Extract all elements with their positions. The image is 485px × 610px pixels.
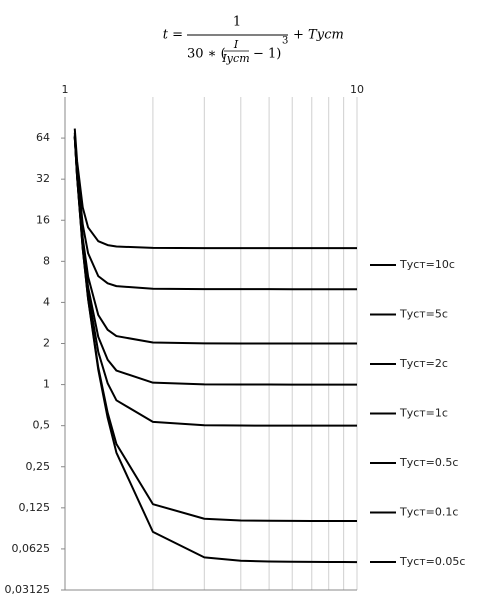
legend-label: Tуст=0.05с (399, 555, 465, 568)
formula-inner-numerator: I (233, 38, 239, 51)
y-tick-label: 1 (43, 378, 50, 391)
series-line (73, 132, 357, 291)
series-line (73, 135, 357, 345)
series-line (73, 136, 358, 427)
legend-label: Tуст=1с (399, 407, 448, 420)
legend-label: Tуст=0.1с (399, 506, 458, 519)
legend-label: Tуст=2с (399, 357, 448, 370)
y-tick-label: 2 (43, 337, 50, 350)
y-tick-label: 32 (36, 172, 50, 185)
y-tick-label: 0,0625 (12, 542, 51, 555)
y-tick-label: 0,03125 (5, 583, 51, 596)
series-line (73, 136, 358, 523)
legend-label: Tуст=0.5с (399, 456, 458, 469)
x-tick-label: 10 (350, 83, 364, 96)
y-tick-label: 64 (36, 131, 50, 144)
y-tick-label: 16 (36, 213, 50, 226)
y-tick-label: 0,125 (19, 501, 51, 514)
series-line (73, 136, 358, 564)
formula-lhs: t = (163, 28, 183, 43)
series-line (73, 128, 357, 250)
formula-rhs: + Tуст (293, 28, 344, 43)
formula-denominator-end: − 1) (253, 47, 281, 62)
y-tick-label: 0,25 (26, 460, 51, 473)
formula-denominator-start: 30 ∗ ( (187, 47, 226, 62)
formula-inner-denominator: Iуст (221, 52, 249, 65)
formula-exponent: 3 (282, 36, 288, 47)
legend-label: Tуст=5с (399, 308, 448, 321)
series-line (73, 136, 357, 386)
formula-numerator: 1 (233, 15, 241, 30)
legend-label: Tуст=10с (399, 258, 455, 271)
y-tick-label: 8 (43, 254, 50, 267)
x-tick-label: 1 (62, 83, 69, 96)
y-tick-label: 0,5 (33, 419, 51, 432)
formula: t = 1 30 ∗ ( I Iуст − 1) 3 + Tуст (163, 15, 344, 66)
y-tick-label: 4 (43, 295, 50, 308)
